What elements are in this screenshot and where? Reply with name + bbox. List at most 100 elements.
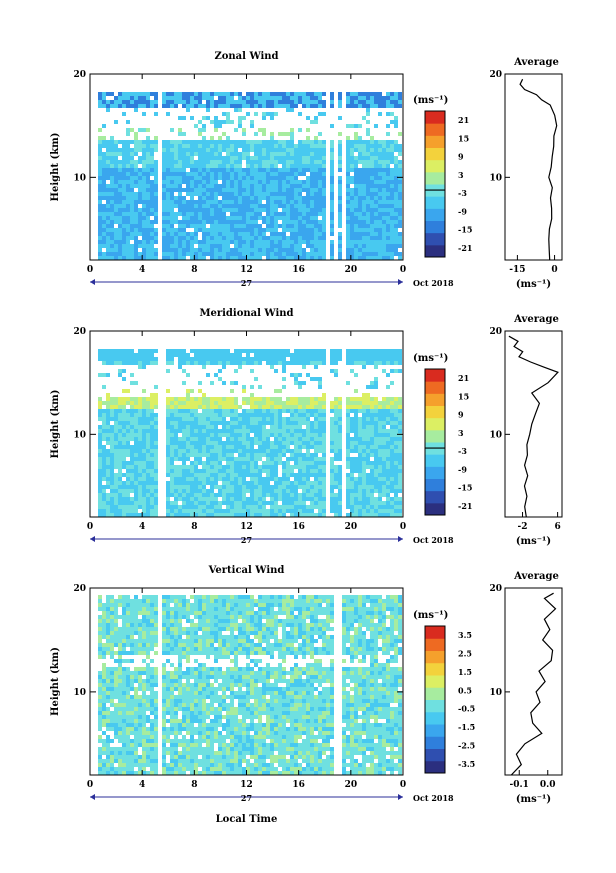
heatmap-cell bbox=[286, 493, 290, 497]
heatmap-cell bbox=[254, 180, 258, 184]
heatmap-cell bbox=[142, 104, 146, 108]
heatmap-cell bbox=[298, 172, 302, 176]
heatmap-cell bbox=[102, 473, 106, 477]
heatmap-cell bbox=[366, 465, 370, 469]
heatmap-cell bbox=[206, 457, 210, 461]
heatmap-cell bbox=[338, 477, 342, 481]
heatmap-cell bbox=[118, 160, 122, 164]
heatmap-cell bbox=[322, 461, 326, 465]
heatmap-cell bbox=[306, 445, 310, 449]
heatmap-cell bbox=[242, 188, 246, 192]
heatmap-cell bbox=[290, 429, 294, 433]
heatmap-cell bbox=[202, 256, 206, 260]
heatmap-cell bbox=[330, 232, 334, 236]
heatmap-cell bbox=[330, 357, 334, 361]
heatmap-cell bbox=[250, 192, 254, 196]
heatmap-cell bbox=[290, 184, 294, 188]
heatmap-cell bbox=[334, 437, 338, 441]
heatmap-cell bbox=[142, 192, 146, 196]
heatmap-cell bbox=[390, 180, 394, 184]
heatmap-cell bbox=[358, 184, 362, 188]
heatmap-cell bbox=[222, 469, 226, 473]
heatmap-cell bbox=[226, 220, 230, 224]
heatmap-cell bbox=[350, 156, 354, 160]
heatmap-cell bbox=[102, 413, 106, 417]
heatmap-cell bbox=[338, 156, 342, 160]
heatmap-cell bbox=[246, 417, 250, 421]
heatmap-cell bbox=[250, 240, 254, 244]
heatmap-cell bbox=[398, 497, 402, 501]
heatmap-cell bbox=[334, 417, 338, 421]
heatmap-cell bbox=[278, 485, 282, 489]
heatmap-cell bbox=[350, 349, 354, 353]
heatmap-cell bbox=[154, 433, 158, 437]
heatmap-cell bbox=[270, 421, 274, 425]
heatmap-cell bbox=[394, 192, 398, 196]
heatmap-cell bbox=[314, 425, 318, 429]
heatmap-cell bbox=[298, 96, 302, 100]
heatmap-cell bbox=[354, 429, 358, 433]
heatmap-cell bbox=[266, 453, 270, 457]
heatmap-cell bbox=[254, 353, 258, 357]
heatmap-cell bbox=[358, 176, 362, 180]
heatmap-cell bbox=[354, 509, 358, 513]
heatmap-cell bbox=[134, 425, 138, 429]
heatmap-cell bbox=[310, 505, 314, 509]
heatmap-cell bbox=[330, 168, 334, 172]
heatmap-cell bbox=[334, 401, 338, 405]
heatmap-cell bbox=[202, 224, 206, 228]
heatmap-cell bbox=[310, 497, 314, 501]
heatmap-cell bbox=[226, 405, 230, 409]
heatmap-cell bbox=[262, 248, 266, 252]
heatmap-cell bbox=[242, 457, 246, 461]
heatmap-cell bbox=[106, 140, 110, 144]
heatmap-cell bbox=[370, 385, 374, 389]
heatmap-cell bbox=[258, 144, 262, 148]
heatmap-cell bbox=[182, 505, 186, 509]
heatmap-cell bbox=[206, 469, 210, 473]
heatmap-cell bbox=[242, 465, 246, 469]
heatmap-cell bbox=[190, 409, 194, 413]
heatmap-cell bbox=[222, 192, 226, 196]
heatmap-cell bbox=[106, 505, 110, 509]
heatmap-cell bbox=[102, 465, 106, 469]
heatmap-cell bbox=[334, 509, 338, 513]
heatmap-cell bbox=[398, 240, 402, 244]
heatmap-cell bbox=[294, 208, 298, 212]
heatmap-cell bbox=[242, 224, 246, 228]
heatmap-cell bbox=[170, 477, 174, 481]
heatmap-cell bbox=[334, 477, 338, 481]
heatmap-cell bbox=[182, 397, 186, 401]
heatmap-cell bbox=[390, 397, 394, 401]
heatmap-cell bbox=[170, 501, 174, 505]
heatmap-cell bbox=[278, 401, 282, 405]
heatmap-cell bbox=[126, 397, 130, 401]
heatmap-cell bbox=[162, 224, 166, 228]
heatmap-cell bbox=[390, 244, 394, 248]
heatmap-cell bbox=[170, 505, 174, 509]
heatmap-cell bbox=[118, 252, 122, 256]
heatmap-cell bbox=[142, 365, 146, 369]
heatmap-cell bbox=[318, 417, 322, 421]
heatmap-cell bbox=[150, 469, 154, 473]
heatmap-cell bbox=[230, 357, 234, 361]
heatmap-cell bbox=[310, 240, 314, 244]
heatmap-cell bbox=[214, 405, 218, 409]
heatmap-cell bbox=[214, 244, 218, 248]
heatmap-cell bbox=[202, 509, 206, 513]
heatmap-cell bbox=[278, 232, 282, 236]
heatmap-cell bbox=[134, 92, 138, 96]
heatmap-cell bbox=[182, 509, 186, 513]
heatmap-cell bbox=[194, 401, 198, 405]
heatmap-cell bbox=[386, 176, 390, 180]
heatmap-cell bbox=[282, 176, 286, 180]
heatmap-cell bbox=[266, 196, 270, 200]
heatmap-cell bbox=[190, 453, 194, 457]
heatmap-cell bbox=[386, 104, 390, 108]
heatmap-cell bbox=[182, 413, 186, 417]
heatmap-cell bbox=[130, 505, 134, 509]
heatmap-cell bbox=[122, 152, 126, 156]
heatmap-cell bbox=[234, 144, 238, 148]
heatmap-cell bbox=[362, 453, 366, 457]
heatmap-cell bbox=[378, 493, 382, 497]
